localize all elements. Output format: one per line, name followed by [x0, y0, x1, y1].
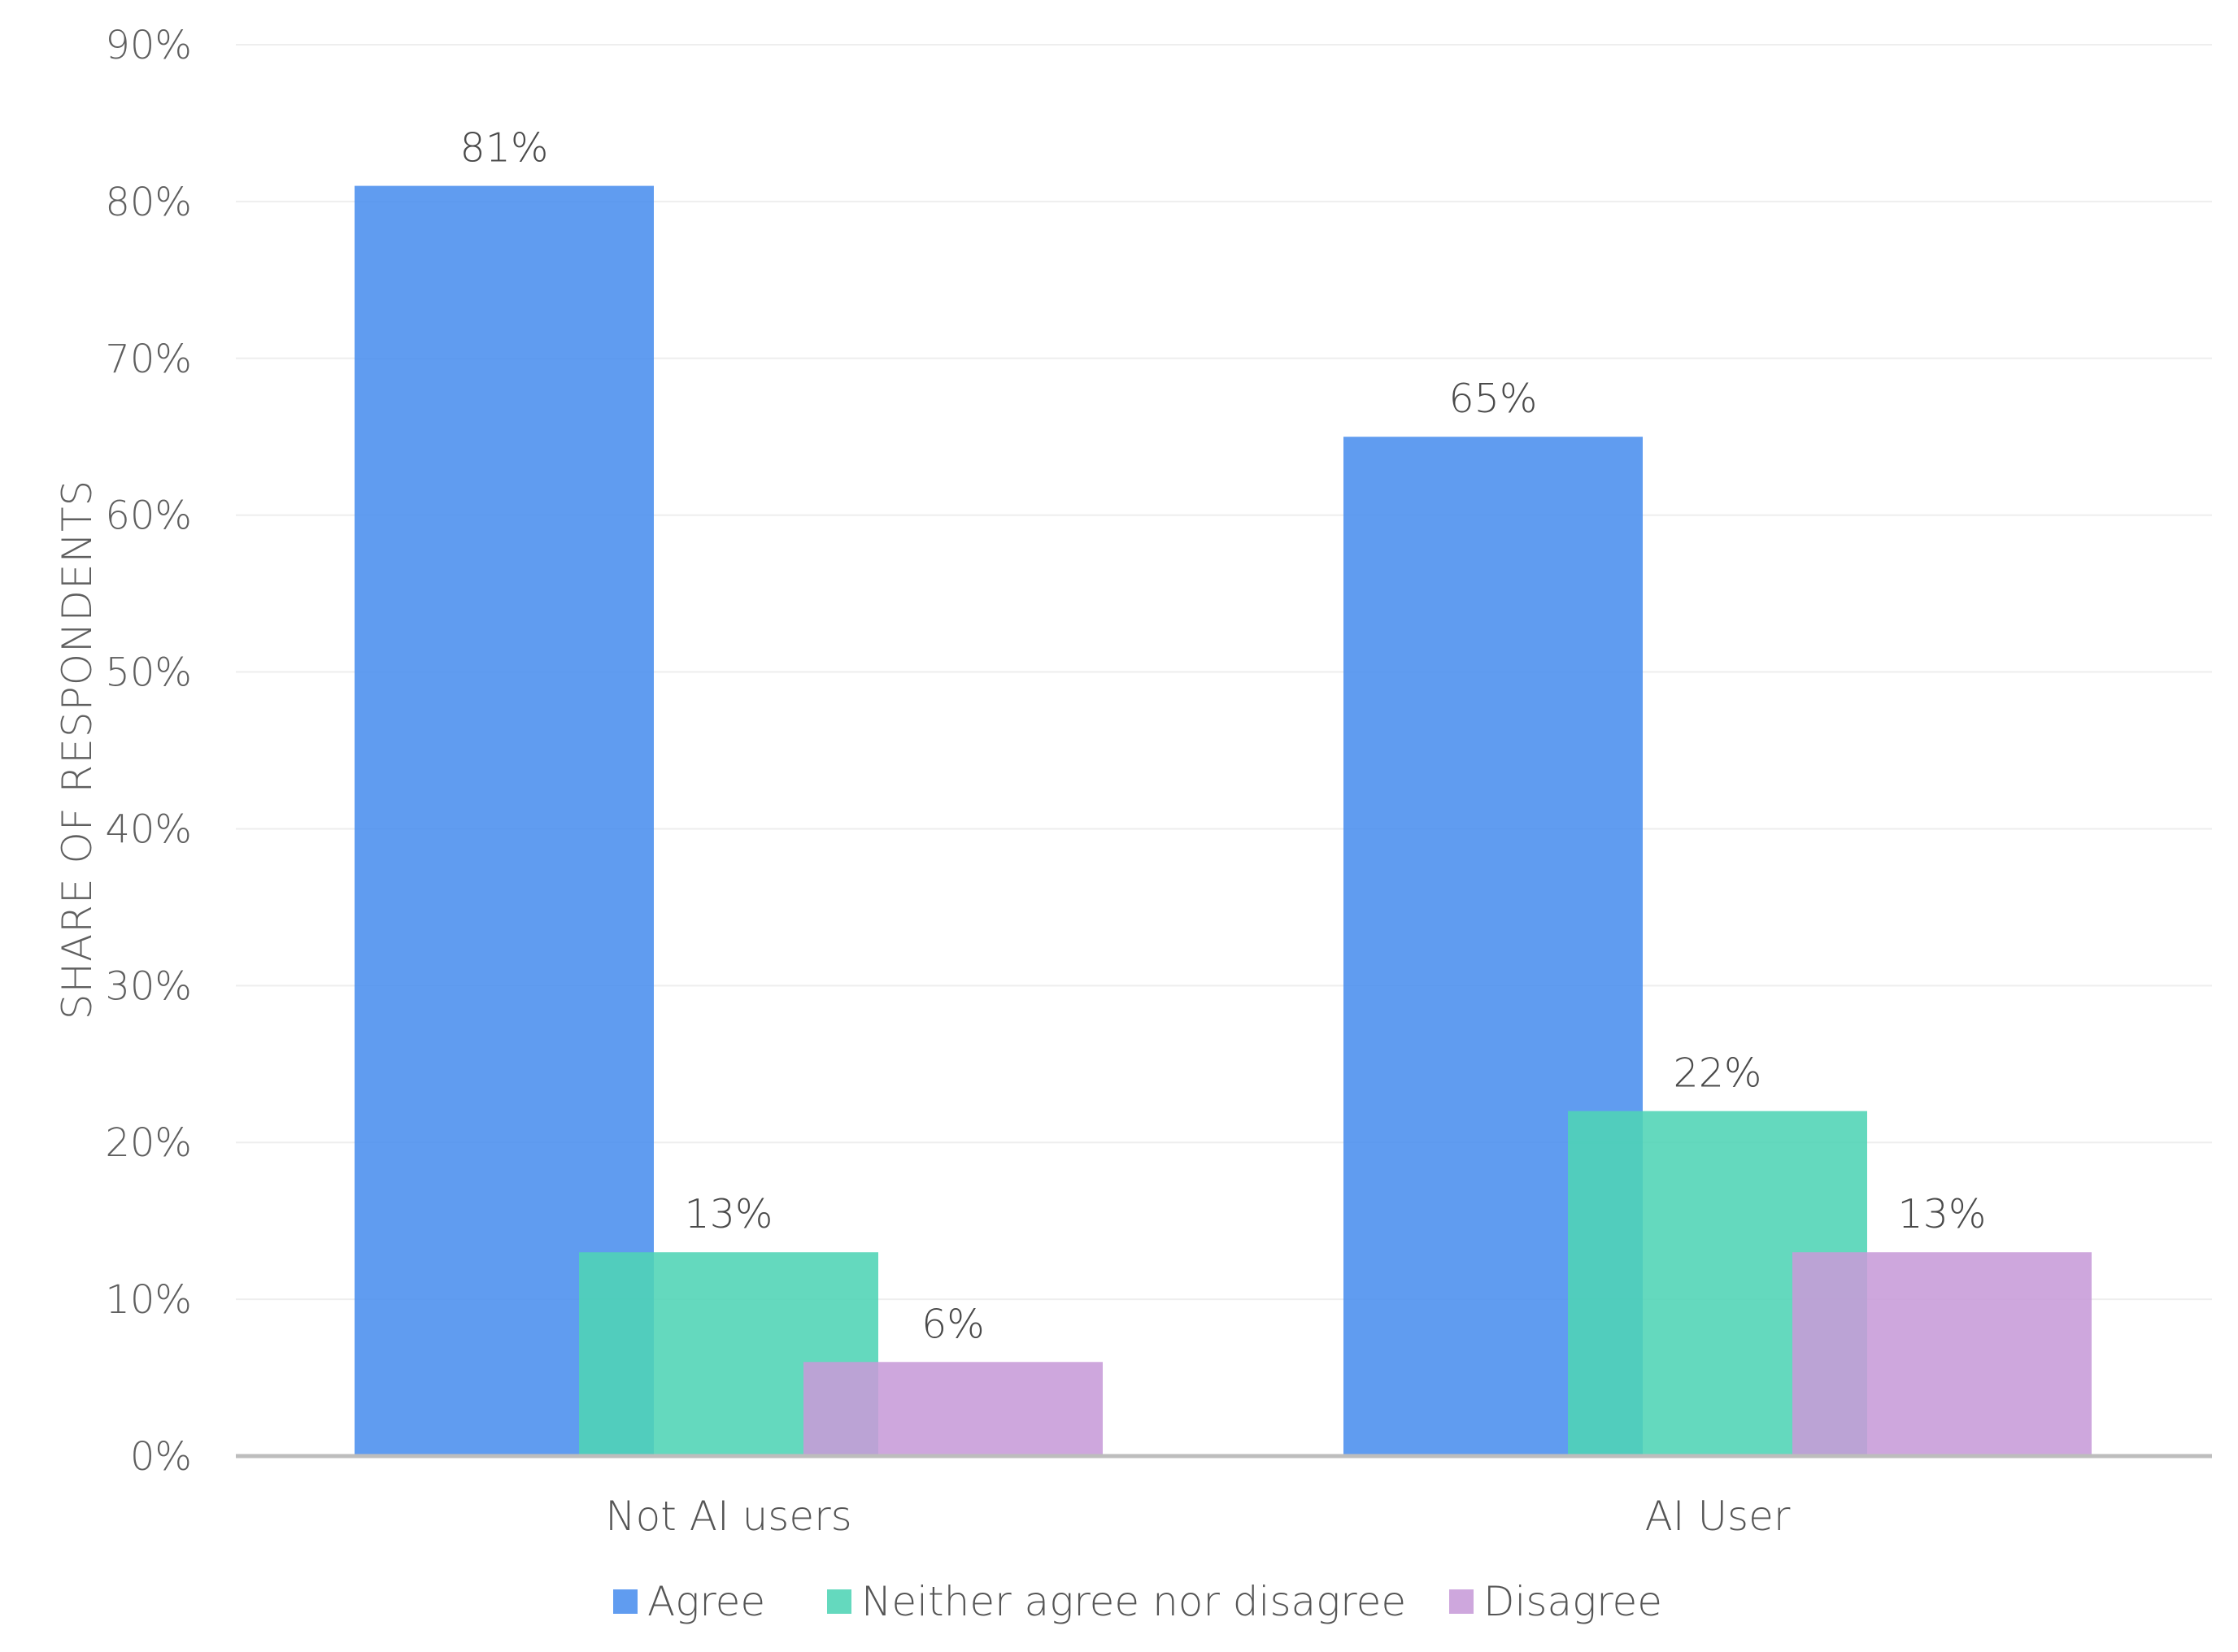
y-tick-label: 0% — [130, 1434, 192, 1480]
y-tick-label: 30% — [105, 963, 192, 1009]
y-tick-label: 70% — [105, 337, 192, 382]
y-tick-label: 10% — [105, 1277, 192, 1323]
y-tick-label: 50% — [105, 650, 192, 696]
legend-label: Neither agree nor disagree — [861, 1578, 1406, 1625]
y-tick-label: 40% — [105, 806, 192, 852]
legend-swatch — [1449, 1589, 1474, 1614]
legend-item-agree: Agree — [613, 1578, 765, 1625]
data-label: 13% — [685, 1191, 773, 1237]
x-category-label: AI User — [1645, 1493, 1791, 1540]
data-label: 6% — [921, 1301, 985, 1347]
bar-disagree-1 — [1792, 1252, 2092, 1456]
x-axis-categories: Not AI users AI User — [605, 1493, 1791, 1540]
y-axis-title: SHARE OF RESPONDENTS — [54, 480, 101, 1020]
y-tick-label: 20% — [105, 1120, 192, 1166]
y-axis-ticks: 0% 10% 20% 30% 40% 50% 60% 70% 80% 90% — [105, 23, 192, 1480]
legend-label: Agree — [647, 1578, 765, 1625]
data-label: 65% — [1449, 376, 1538, 422]
bar-agree-0 — [355, 185, 654, 1457]
data-label: 13% — [1898, 1191, 1987, 1237]
legend: Agree Neither agree nor disagree Disagree — [613, 1578, 1662, 1625]
legend-swatch — [613, 1589, 638, 1614]
y-tick-label: 90% — [105, 23, 192, 68]
y-tick-label: 80% — [105, 180, 192, 225]
bars — [355, 185, 2092, 1457]
data-labels: 81% 65% 13% 22% 6% 13% — [460, 125, 1987, 1348]
legend-label: Disagree — [1483, 1578, 1662, 1625]
y-tick-label: 60% — [105, 493, 192, 539]
legend-swatch — [827, 1589, 851, 1614]
x-category-label: Not AI users — [605, 1493, 851, 1540]
data-label: 81% — [460, 125, 549, 172]
data-label: 22% — [1674, 1050, 1762, 1097]
bar-disagree-0 — [803, 1362, 1103, 1456]
legend-item-disagree: Disagree — [1449, 1578, 1662, 1625]
legend-item-neither-agree-nor-disagree: Neither agree nor disagree — [827, 1578, 1406, 1625]
